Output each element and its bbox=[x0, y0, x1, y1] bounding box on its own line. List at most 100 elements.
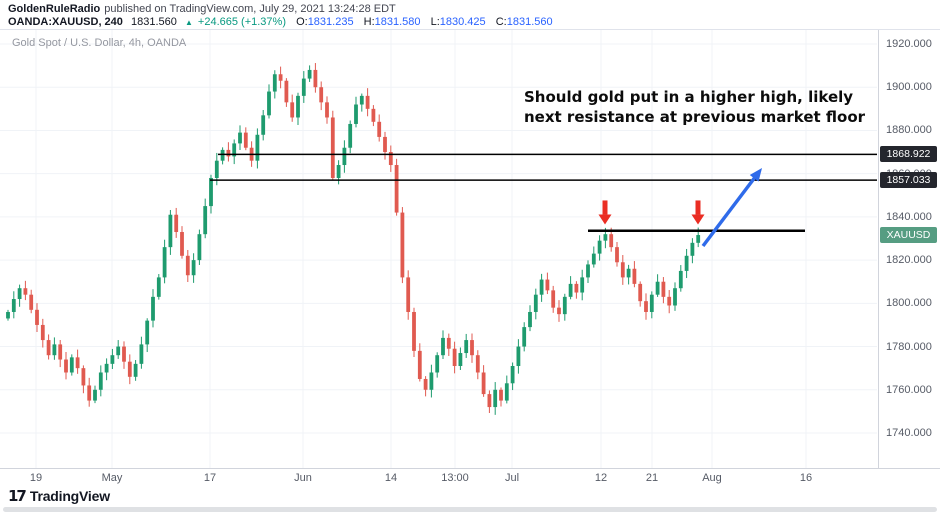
high-value: 1831.580 bbox=[374, 16, 421, 28]
blue-trend-arrow-head[interactable] bbox=[749, 168, 762, 182]
candle-body bbox=[267, 91, 271, 116]
candle-body bbox=[58, 344, 63, 360]
candle-body bbox=[342, 147, 347, 166]
price-change: +24.665 (+1.37%) bbox=[197, 16, 286, 28]
attribution-line: GoldenRuleRadio published on TradingView.… bbox=[8, 3, 396, 15]
time-tick-label: Jun bbox=[294, 472, 312, 484]
candle-body bbox=[174, 214, 179, 233]
candle-body bbox=[336, 165, 341, 178]
candle-body bbox=[168, 214, 173, 248]
candle-body bbox=[528, 311, 532, 328]
red-down-arrow[interactable] bbox=[695, 200, 701, 215]
candle-body bbox=[209, 177, 213, 207]
high-label: H: bbox=[363, 16, 375, 28]
candle-body bbox=[499, 389, 503, 401]
candle-body bbox=[545, 279, 550, 291]
tradingview-wordmark: TradingView bbox=[29, 488, 110, 504]
price-tick-label: 1920.000 bbox=[886, 38, 932, 50]
candle-body bbox=[632, 268, 637, 284]
price-tick-label: 1740.000 bbox=[886, 426, 932, 439]
candle-body bbox=[75, 357, 80, 369]
red-down-arrow-head[interactable] bbox=[691, 214, 705, 225]
candle-body bbox=[203, 206, 208, 235]
candle-body bbox=[93, 389, 97, 401]
last-price: 1831.560 bbox=[130, 16, 177, 28]
author-name: GoldenRuleRadio bbox=[8, 3, 101, 15]
candle-body bbox=[35, 309, 39, 325]
horizontal-scrollbar[interactable] bbox=[3, 507, 937, 512]
symbol-info-row: OANDA:XAUUSD, 240 1831.560 ▲ +24.665 (+1… bbox=[8, 16, 553, 28]
time-axis[interactable]: 19 May 17 Jun 14 13:00 Jul 12 21 Aug 16 bbox=[0, 468, 940, 487]
candle-body bbox=[104, 363, 109, 373]
candle-body bbox=[139, 344, 144, 364]
candle-body bbox=[261, 115, 266, 135]
candle-body bbox=[690, 242, 695, 256]
candle-body bbox=[185, 255, 190, 276]
tradingview-logo[interactable]: 17 TradingView bbox=[8, 487, 110, 505]
price-tick-label: 1840.000 bbox=[886, 210, 932, 223]
open-value: 1831.235 bbox=[307, 16, 354, 28]
candle-body bbox=[354, 104, 358, 124]
level-price-badge: 1857.033 bbox=[880, 172, 937, 189]
candle-body bbox=[307, 69, 312, 79]
candle-body bbox=[667, 296, 672, 306]
price-tick-label: 1880.000 bbox=[886, 124, 932, 137]
candle-body bbox=[400, 212, 405, 278]
annotation-text[interactable]: Should gold put in a higher high, likely… bbox=[524, 88, 865, 128]
blue-trend-arrow[interactable] bbox=[701, 173, 759, 248]
candle-body bbox=[475, 355, 480, 373]
candle-body bbox=[464, 340, 469, 354]
candle-body bbox=[510, 366, 515, 384]
time-tick-label: 17 bbox=[203, 472, 217, 484]
candle-body bbox=[383, 136, 387, 153]
red-down-arrow[interactable] bbox=[602, 200, 608, 215]
candle-body bbox=[87, 385, 92, 401]
candle-body bbox=[568, 283, 573, 297]
candle-body bbox=[481, 372, 486, 395]
candle-body bbox=[516, 346, 521, 367]
candle-body bbox=[696, 235, 701, 243]
candle-body bbox=[504, 383, 509, 401]
candle-body bbox=[620, 262, 625, 278]
candle-body bbox=[272, 74, 277, 92]
low-label: L: bbox=[430, 16, 440, 28]
candle-body bbox=[46, 340, 51, 356]
candle-body bbox=[232, 143, 237, 157]
candle-body bbox=[586, 264, 590, 278]
candle-body bbox=[64, 359, 68, 373]
candle-body bbox=[145, 320, 150, 345]
close-label: C: bbox=[495, 16, 507, 28]
candle-body bbox=[40, 324, 45, 341]
candle-body bbox=[319, 87, 324, 103]
candle-body bbox=[638, 283, 643, 302]
candle-body bbox=[330, 117, 335, 178]
candle-body bbox=[284, 80, 289, 103]
candle-body bbox=[493, 389, 498, 408]
candle-body bbox=[110, 355, 115, 364]
candle-body bbox=[365, 95, 370, 109]
candle-body bbox=[678, 270, 683, 289]
open-label: O: bbox=[296, 16, 308, 28]
candle-body bbox=[580, 277, 585, 293]
price-chart-canvas[interactable] bbox=[0, 30, 877, 468]
candle-body bbox=[412, 311, 416, 351]
candle-body bbox=[609, 234, 614, 248]
time-tick-label: 12 bbox=[594, 472, 608, 484]
red-down-arrow-head[interactable] bbox=[598, 214, 612, 225]
candle-body bbox=[69, 357, 74, 373]
candle-body bbox=[429, 372, 434, 390]
low-value: 1830.425 bbox=[439, 16, 486, 28]
candle-body bbox=[661, 281, 666, 297]
header-divider bbox=[0, 29, 940, 30]
candle-body bbox=[684, 255, 689, 271]
candle-body bbox=[644, 301, 648, 312]
time-tick-label: 16 bbox=[799, 472, 813, 484]
candle-body bbox=[191, 260, 196, 276]
price-axis[interactable]: 1920.0001900.0001880.0001860.0001840.000… bbox=[878, 30, 940, 468]
candle-body bbox=[562, 296, 567, 315]
candle-body bbox=[133, 363, 138, 377]
price-tick-label: 1800.000 bbox=[886, 297, 932, 310]
annotation-line-1: Should gold put in a higher high, likely bbox=[524, 88, 854, 106]
time-tick-label: Jul bbox=[504, 472, 520, 484]
candle-body bbox=[81, 368, 86, 386]
